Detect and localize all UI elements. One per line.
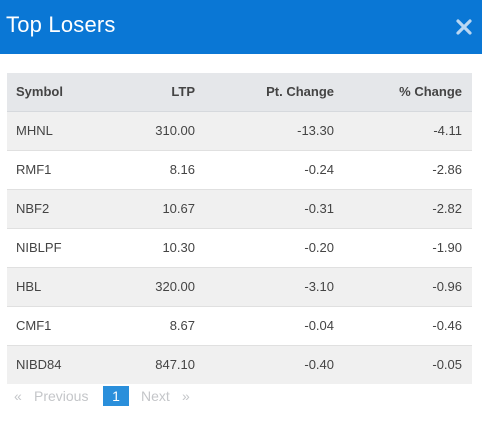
column-header-symbol[interactable]: Symbol — [7, 73, 111, 112]
dialog-title: Top Losers — [6, 12, 116, 37]
cell-symbol: NIBD84 — [16, 357, 62, 373]
column-header-pt-change[interactable]: Pt. Change — [203, 73, 341, 112]
column-header-ltp[interactable]: LTP — [111, 73, 203, 112]
previous-arrow-icon[interactable]: « — [14, 388, 22, 404]
cell-pt-change: -0.20 — [203, 228, 341, 268]
table-row: RMF1 8.16 -0.24 -2.86 — [7, 150, 472, 190]
table-row: NBF2 10.67 -0.31 -2.82 — [7, 189, 472, 229]
cell-ltp: 10.67 — [111, 189, 203, 229]
cell-ltp: 320.00 — [111, 267, 203, 307]
current-page-button[interactable]: 1 — [103, 386, 129, 406]
cell-pct-change: -2.86 — [341, 150, 472, 190]
cell-symbol: RMF1 — [7, 150, 111, 190]
cell-pt-change: -0.24 — [203, 150, 341, 190]
table-row: HBL 320.00 -3.10 -0.96 — [7, 267, 472, 307]
cell-pt-change: -3.10 — [203, 267, 341, 307]
cell-ltp: 8.67 — [111, 306, 203, 346]
cell-symbol: HBL — [7, 267, 111, 307]
close-icon[interactable] — [456, 14, 472, 40]
cell-symbol: CMF1 — [7, 306, 111, 346]
cell-pct-change: -0.46 — [341, 306, 472, 346]
cell-pct-change: -4.11 — [341, 111, 472, 151]
cell-pt-change: -0.40 — [304, 357, 334, 373]
table-row: NIBD84 847.10 -0.40 -0.05 — [7, 345, 472, 384]
cell-pt-change: -0.04 — [203, 306, 341, 346]
cell-symbol: NBF2 — [7, 189, 111, 229]
losers-table: Symbol LTP Pt. Change % Change MHNL 310.… — [7, 73, 472, 384]
next-page-button[interactable]: Next — [141, 388, 170, 404]
table-row: CMF1 8.67 -0.04 -0.46 — [7, 306, 472, 346]
column-header-pct-change[interactable]: % Change — [341, 73, 472, 112]
previous-page-button[interactable]: Previous — [34, 388, 89, 404]
cell-pct-change: -0.96 — [341, 267, 472, 307]
cell-symbol: MHNL — [7, 111, 111, 151]
cell-pct-change: -1.90 — [341, 228, 472, 268]
cell-ltp: 847.10 — [155, 357, 195, 373]
cell-pct-change: -2.82 — [341, 189, 472, 229]
cell-ltp: 310.00 — [111, 111, 203, 151]
cell-pt-change: -13.30 — [203, 111, 341, 151]
cell-pt-change: -0.31 — [203, 189, 341, 229]
table-header-row: Symbol LTP Pt. Change % Change — [7, 73, 472, 112]
table-row: MHNL 310.00 -13.30 -4.11 — [7, 111, 472, 151]
cell-pct-change: -0.05 — [432, 357, 462, 373]
dialog-header: Top Losers — [0, 0, 482, 54]
table-row: NIBLPF 10.30 -0.20 -1.90 — [7, 228, 472, 268]
cell-ltp: 8.16 — [111, 150, 203, 190]
cell-ltp: 10.30 — [111, 228, 203, 268]
cell-symbol: NIBLPF — [7, 228, 111, 268]
next-arrow-icon[interactable]: » — [182, 388, 190, 404]
